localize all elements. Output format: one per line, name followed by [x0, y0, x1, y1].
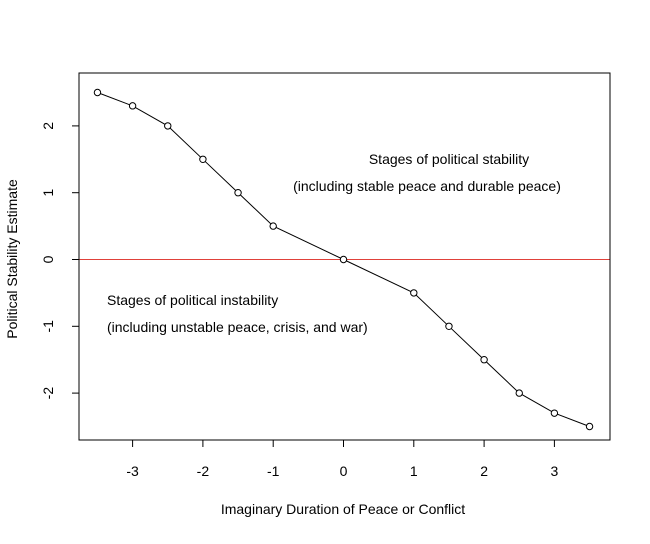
stability-annotation-line1: Stages of political stability	[369, 151, 529, 167]
y-tick-label: -2	[40, 387, 56, 400]
instability-annotation-line2: (including unstable peace, crisis, and w…	[107, 319, 368, 335]
data-point	[585, 422, 594, 431]
data-point	[445, 322, 453, 330]
y-axis-title: Political Stability Estimate	[4, 179, 20, 339]
x-axis-title: Imaginary Duration of Peace or Conflict	[221, 501, 465, 517]
data-point	[515, 389, 523, 397]
data-point	[93, 88, 102, 97]
y-tick-label: -1	[40, 320, 56, 333]
y-tick-label: 0	[40, 255, 56, 263]
data-point	[410, 289, 418, 297]
plot-frame	[78, 72, 611, 441]
data-point	[199, 155, 207, 164]
x-tick-label: -1	[267, 463, 280, 479]
data-point	[550, 409, 559, 417]
x-tick-label: 2	[480, 463, 488, 479]
y-tick-label: 2	[40, 122, 56, 130]
data-point	[480, 356, 488, 364]
data-point	[128, 102, 137, 110]
y-tick-label: 1	[40, 189, 56, 197]
x-tick-label: -2	[197, 463, 210, 479]
x-tick-label: 3	[551, 463, 559, 479]
stability-annotation-line2: (including stable peace and durable peac…	[293, 178, 561, 194]
x-tick-label: 1	[410, 463, 418, 479]
data-point	[339, 255, 348, 264]
x-tick-label: -3	[126, 463, 139, 479]
data-point	[164, 122, 172, 130]
data-point	[269, 222, 277, 230]
instability-annotation-line1: Stages of political instability	[107, 292, 278, 308]
x-tick-label: 0	[340, 463, 348, 479]
data-point	[234, 189, 242, 197]
